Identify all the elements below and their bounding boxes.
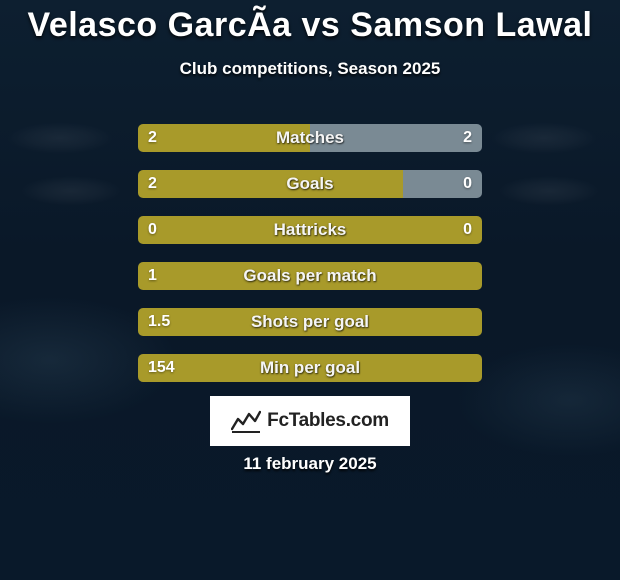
stat-bar-segment: [138, 170, 403, 198]
fctables-logo-icon: [231, 409, 261, 433]
fctables-logo: FcTables.com: [210, 396, 410, 446]
stat-left-value: 1: [148, 262, 157, 290]
stat-row: 20Goals: [138, 170, 482, 198]
stat-row: 1Goals per match: [138, 262, 482, 290]
stat-right-value: 0: [463, 216, 472, 244]
stat-bar: [138, 216, 482, 244]
page-title: Velasco GarcÃ­a vs Samson Lawal: [0, 0, 620, 45]
stat-bar-segment: [310, 124, 482, 152]
stat-row: 1.5Shots per goal: [138, 308, 482, 336]
date-text: 11 february 2025: [0, 454, 620, 474]
player-shadow-ellipse: [498, 176, 600, 206]
stat-right-value: 2: [463, 124, 472, 152]
stat-left-value: 0: [148, 216, 157, 244]
player-shadow-ellipse: [490, 122, 598, 154]
player-shadow-ellipse: [20, 176, 122, 206]
stat-bar-segment: [138, 216, 482, 244]
stat-bar-segment: [138, 124, 310, 152]
stat-row: 00Hattricks: [138, 216, 482, 244]
player-shadow-ellipse: [6, 122, 114, 154]
stat-left-value: 154: [148, 354, 175, 382]
stat-row: 22Matches: [138, 124, 482, 152]
subtitle: Club competitions, Season 2025: [0, 59, 620, 79]
stat-row: 154Min per goal: [138, 354, 482, 382]
stat-bar: [138, 308, 482, 336]
stat-bar: [138, 124, 482, 152]
comparison-stats: 22Matches20Goals00Hattricks1Goals per ma…: [138, 124, 482, 400]
fctables-logo-text: FcTables.com: [267, 410, 389, 432]
stat-bar-segment: [138, 308, 482, 336]
stat-left-value: 2: [148, 170, 157, 198]
stat-bar-segment: [138, 354, 482, 382]
stat-bar: [138, 262, 482, 290]
stat-bar: [138, 170, 482, 198]
stat-bar: [138, 354, 482, 382]
stat-right-value: 0: [463, 170, 472, 198]
stat-left-value: 1.5: [148, 308, 170, 336]
stat-bar-segment: [138, 262, 482, 290]
stat-left-value: 2: [148, 124, 157, 152]
